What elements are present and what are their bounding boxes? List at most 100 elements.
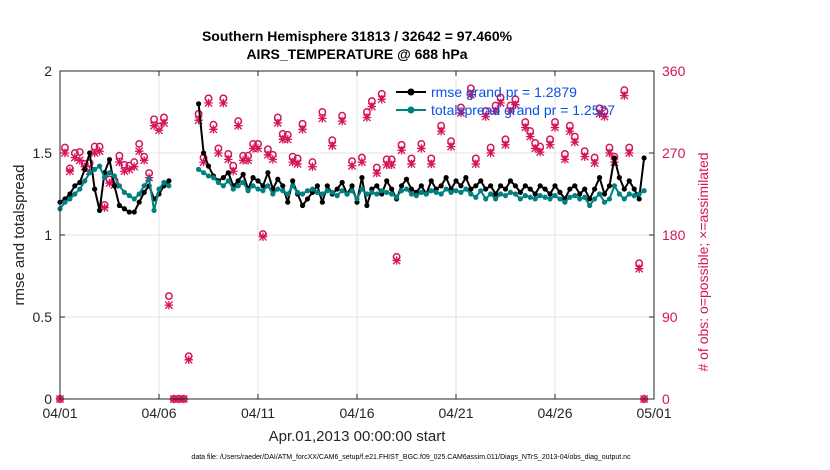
y-right-tick-label: 0 (662, 391, 670, 407)
rmse-point (438, 183, 444, 189)
obs-assimilated-marker (105, 178, 114, 188)
rmse-point (458, 183, 464, 189)
totalspread-point (389, 191, 395, 197)
totalspread-point (250, 183, 256, 189)
rmse-point (567, 186, 573, 192)
obs-assimilated-marker (229, 167, 238, 176)
totalspread-point (299, 191, 306, 197)
totalspread-point (166, 183, 172, 189)
totalspread-point (220, 183, 226, 189)
obs-assimilated-marker (367, 102, 377, 111)
totalspread-point (329, 189, 335, 195)
obs-assimilated-marker (100, 203, 109, 212)
rmse-point (542, 186, 548, 192)
rmse-point (517, 189, 523, 195)
obs-assimilated-marker (526, 132, 535, 141)
rmse-point (314, 183, 320, 189)
rmse-point (592, 186, 598, 192)
totalspread-point (493, 196, 499, 202)
totalspread-point (403, 186, 410, 192)
rmse-point (255, 178, 261, 184)
chart-title-line2: AIRS_TEMPERATURE @ 688 hPa (246, 46, 467, 62)
rmse-point (220, 175, 226, 181)
rmse-point (359, 175, 365, 181)
rmse-point (265, 170, 271, 176)
totalspread-point (136, 191, 142, 197)
totalspread-point (587, 202, 593, 209)
totalspread-point (616, 191, 622, 197)
rmse-point (443, 175, 449, 181)
totalspread-point (621, 196, 627, 202)
totalspread-point (398, 188, 405, 194)
totalspread-point (557, 196, 563, 202)
x-axis-label: Apr.01,2013 00:00:00 start (269, 428, 447, 445)
obs-assimilated-marker (392, 256, 401, 265)
obs-assimilated-marker (625, 148, 634, 158)
totalspread-point (364, 191, 370, 197)
obs-assimilated-marker (466, 90, 476, 99)
totalspread-point (478, 188, 484, 194)
axis-ticks: 04/01 04/06 04/11 04/16 04/21 04/26 05/0100.51… (33, 63, 686, 421)
rmse-point (577, 191, 583, 197)
obs-assimilated-marker (224, 155, 233, 164)
totalspread-point (428, 188, 434, 194)
rmse-point (606, 183, 613, 189)
rmse-point (621, 186, 627, 192)
rmse-point (92, 186, 98, 192)
legend-rmse-label: rmse grand pr = 1.2879 (431, 84, 577, 100)
y-tick-label: 1.5 (33, 145, 53, 161)
observation-counts (55, 84, 649, 404)
rmse-point (552, 183, 558, 189)
totalspread-point (641, 188, 647, 194)
obs-assimilated-marker (149, 121, 159, 130)
totalspread-point (349, 188, 355, 194)
rmse-point (106, 156, 113, 163)
totalspread-point (527, 194, 533, 200)
rmse-point (374, 183, 380, 189)
totalspread-point (606, 196, 613, 202)
totalspread-point (418, 189, 424, 195)
totalspread-point (448, 189, 454, 195)
obs-assimilated-marker (531, 144, 540, 153)
obs-assimilated-marker (486, 148, 495, 158)
totalspread-point (359, 186, 365, 192)
rmse-point (324, 183, 330, 189)
totalspread-point (146, 176, 152, 182)
totalspread-point (468, 191, 474, 197)
totalspread-point (453, 188, 459, 194)
totalspread-point (522, 193, 528, 199)
totalspread-point (126, 193, 132, 199)
rmse-point (299, 202, 306, 209)
rmse-point (319, 199, 325, 205)
obs-assimilated-marker (204, 98, 213, 108)
x-tick-label: 04/16 (339, 405, 374, 421)
obs-assimilated-marker (634, 264, 644, 273)
totalspread-point (106, 170, 113, 176)
rmse-point (334, 186, 340, 192)
obs-assimilated-marker (387, 160, 396, 170)
totalspread-point (636, 191, 642, 197)
rmse-point (408, 186, 415, 192)
obs-assimilated-marker (397, 146, 406, 155)
obs-possible-marker (164, 292, 173, 300)
totalspread-point (131, 196, 137, 202)
rmse-point (631, 186, 637, 192)
totalspread-point (567, 194, 573, 200)
totalspread-point (280, 188, 286, 194)
totalspread-point (537, 193, 543, 199)
obs-assimilated-marker (565, 126, 575, 136)
totalspread-point (592, 196, 598, 202)
totalspread-point (433, 189, 439, 195)
rmse-point (418, 183, 424, 189)
y-axis-right-label: # of obs: o=possible; ×=assimilated (695, 152, 711, 371)
obs-assimilated-marker (135, 146, 144, 156)
totalspread-point (324, 188, 330, 194)
obs-assimilated-marker (95, 146, 104, 156)
totalspread-point (265, 183, 271, 189)
rmse-point (493, 191, 499, 197)
obs-assimilated-marker (318, 114, 327, 123)
rmse-point (587, 196, 593, 202)
obs-assimilated-marker (550, 123, 560, 132)
obs-assimilated-marker (491, 106, 500, 116)
rmse-point (121, 206, 127, 212)
